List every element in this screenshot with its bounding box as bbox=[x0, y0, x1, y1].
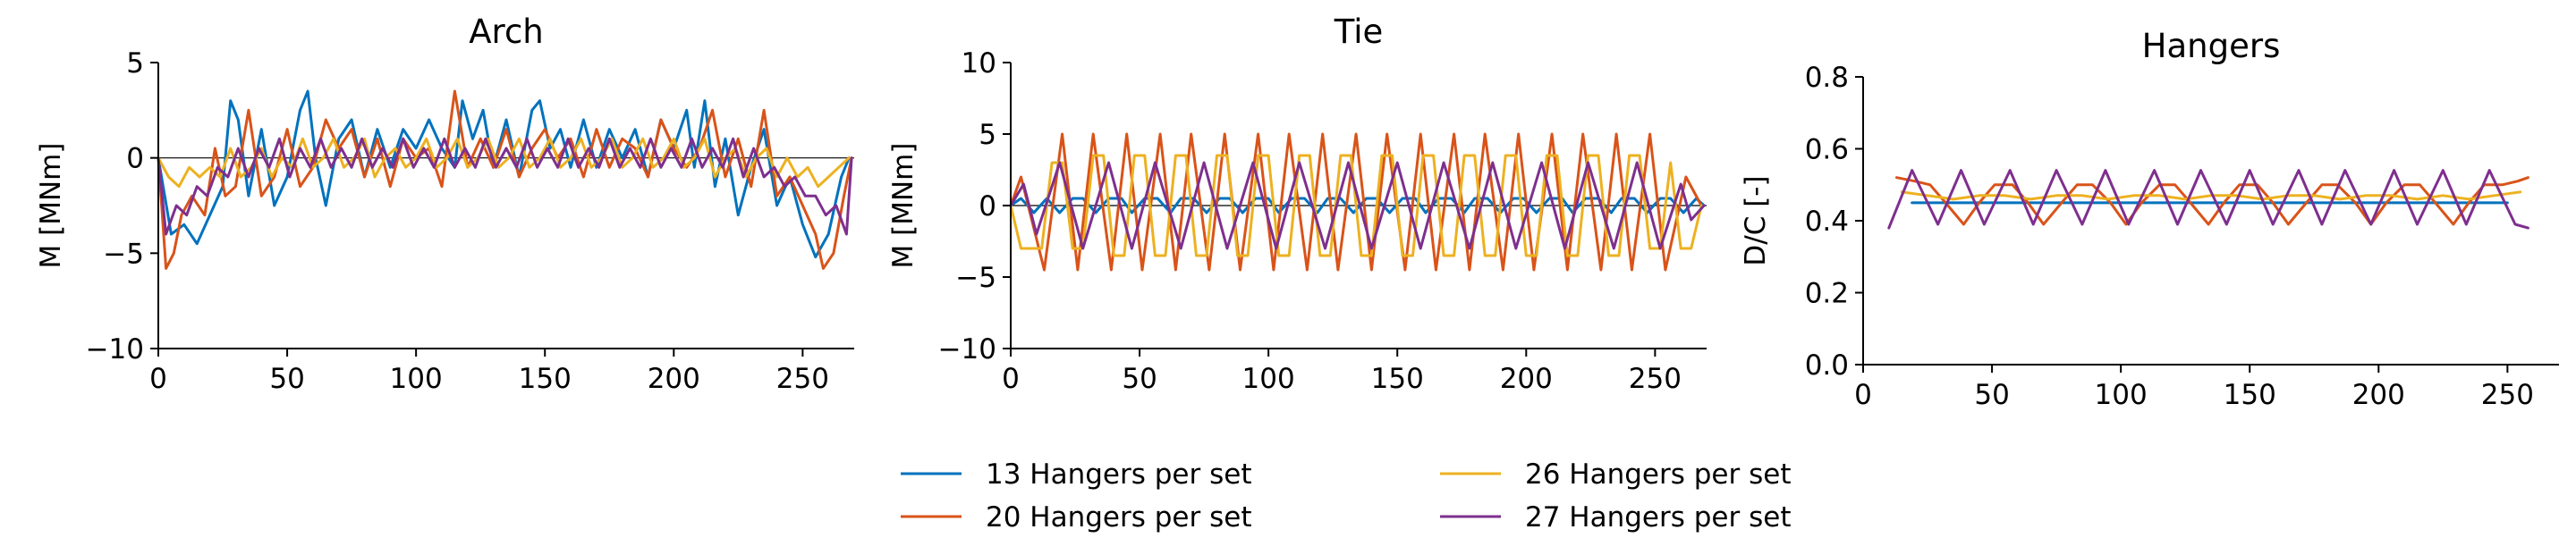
x-tick-label: 150 bbox=[1371, 363, 1424, 395]
x-tick-label: 250 bbox=[2481, 379, 2534, 411]
x-tick-label: 50 bbox=[269, 363, 304, 395]
x-tick-label: 200 bbox=[2352, 379, 2405, 411]
x-tick-label: 150 bbox=[519, 363, 572, 395]
y-tick-label: 0.0 bbox=[1805, 349, 1849, 382]
series-line-20-hangers-per-set bbox=[157, 89, 853, 270]
x-tick-label: 50 bbox=[1974, 379, 2009, 411]
series-line-26-hangers-per-set bbox=[157, 137, 851, 189]
y-tick-label: −10 bbox=[938, 333, 996, 366]
legend-label: 26 Hangers per set bbox=[1525, 458, 1791, 491]
series-line-27-hangers-per-set bbox=[1887, 169, 2529, 230]
y-tick-label: 0.2 bbox=[1805, 278, 1849, 310]
legend: 13 Hangers per set 20 Hangers per set 26 H… bbox=[901, 458, 1791, 534]
x-tick-label: 150 bbox=[2224, 379, 2276, 411]
series-line-20-hangers-per-set bbox=[1895, 176, 2529, 226]
series-line-27-hangers-per-set bbox=[157, 137, 853, 236]
x-tick-label: 0 bbox=[149, 363, 167, 395]
chart-arch: 0 50 100 150 200 250 −10 −5 0 5 Arch M [MNm] bbox=[35, 13, 854, 395]
legend-label: 20 Hangers per set bbox=[986, 501, 1251, 534]
y-tick-label: 0.8 bbox=[1805, 62, 1849, 94]
x-tick-label: 200 bbox=[648, 363, 700, 395]
series-line-27-hangers-per-set bbox=[1009, 161, 1706, 250]
y-tick-label: 0.6 bbox=[1805, 134, 1849, 166]
legend-item-27-hangers-per-set: 27 Hangers per set bbox=[1440, 501, 1791, 534]
series-line-26-hangers-per-set bbox=[1900, 190, 2522, 201]
y-tick-label: −10 bbox=[86, 333, 144, 366]
legend-label: 27 Hangers per set bbox=[1525, 501, 1791, 534]
x-tick-label: 100 bbox=[390, 363, 443, 395]
series-line-20-hangers-per-set bbox=[1009, 132, 1703, 272]
legend-label: 13 Hangers per set bbox=[986, 458, 1251, 491]
y-axis-label: D/C [-] bbox=[1740, 175, 1772, 265]
chart-tie: 0 50 100 150 200 250 −10 −5 0 5 10 Tie M [MNm] bbox=[887, 13, 1707, 395]
x-tick-label: 250 bbox=[776, 363, 829, 395]
y-tick-label: −5 bbox=[955, 262, 996, 294]
y-axis-label: M [MNm] bbox=[887, 143, 919, 269]
chart-hangers: 0 50 100 150 200 250 0.0 0.2 0.4 0.6 0.8 Hangers D/C… bbox=[1740, 27, 2559, 411]
x-tick-label: 200 bbox=[1500, 363, 1553, 395]
y-tick-label: 0 bbox=[126, 143, 144, 175]
legend-item-13-hangers-per-set: 13 Hangers per set bbox=[901, 458, 1251, 491]
y-tick-label: 0 bbox=[979, 190, 996, 223]
y-tick-label: 10 bbox=[962, 47, 996, 80]
x-tick-label: 100 bbox=[1242, 363, 1295, 395]
x-tick-label: 0 bbox=[1854, 379, 1872, 411]
y-tick-label: 5 bbox=[979, 119, 996, 151]
x-tick-label: 100 bbox=[2095, 379, 2148, 411]
y-tick-label: 0.4 bbox=[1805, 206, 1849, 238]
chart-title: Arch bbox=[469, 13, 544, 51]
legend-item-26-hangers-per-set: 26 Hangers per set bbox=[1440, 458, 1791, 491]
x-tick-label: 250 bbox=[1629, 363, 1682, 395]
y-tick-label: −5 bbox=[103, 238, 144, 270]
y-axis-label: M [MNm] bbox=[35, 143, 67, 269]
x-tick-label: 0 bbox=[1002, 363, 1020, 395]
x-tick-label: 50 bbox=[1122, 363, 1157, 395]
y-tick-label: 5 bbox=[126, 47, 144, 80]
chart-title: Hangers bbox=[2142, 27, 2281, 65]
legend-item-20-hangers-per-set: 20 Hangers per set bbox=[901, 501, 1251, 534]
chart-title: Tie bbox=[1334, 13, 1384, 51]
